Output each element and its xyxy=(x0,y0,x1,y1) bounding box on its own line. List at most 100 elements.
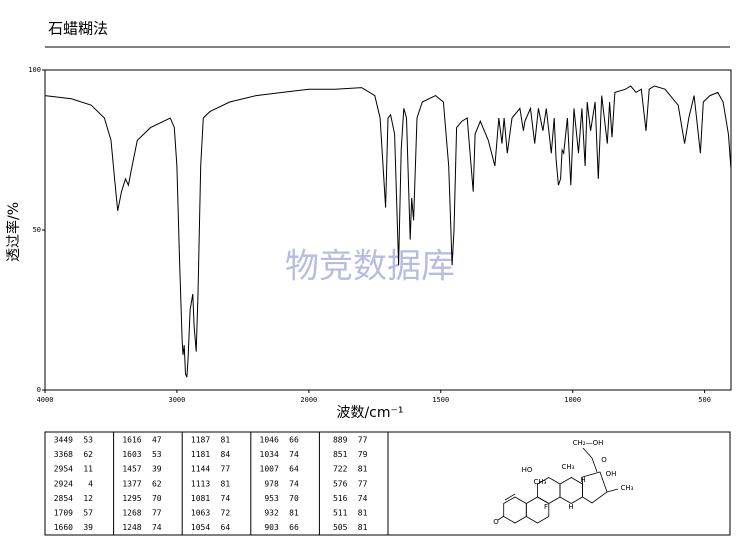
peak-transmittance: 74 xyxy=(221,494,231,503)
peak-wavenumber: 2954 xyxy=(54,465,73,474)
peak-transmittance: 64 xyxy=(221,523,231,532)
peak-wavenumber: 889 xyxy=(333,436,348,445)
chart-title: 石蜡糊法 xyxy=(48,20,108,38)
peak-wavenumber: 1181 xyxy=(191,450,210,459)
peak-transmittance: 57 xyxy=(83,509,93,518)
bond xyxy=(591,457,598,473)
ring xyxy=(503,496,527,524)
peak-wavenumber: 903 xyxy=(264,523,279,532)
peak-wavenumber: 3449 xyxy=(54,436,73,445)
peak-wavenumber: 722 xyxy=(333,465,348,474)
structure xyxy=(497,447,619,524)
peak-transmittance: 39 xyxy=(83,523,93,532)
structure-label: HO xyxy=(522,466,533,474)
x-tick-label: 1000 xyxy=(564,396,581,404)
peak-wavenumber: 1034 xyxy=(260,450,279,459)
peak-wavenumber: 1081 xyxy=(191,494,210,503)
peak-wavenumber: 516 xyxy=(333,494,348,503)
peak-wavenumber: 1248 xyxy=(122,523,141,532)
peak-transmittance: 70 xyxy=(152,494,162,503)
peak-wavenumber: 1054 xyxy=(191,523,210,532)
peak-transmittance: 72 xyxy=(221,509,231,518)
peak-wavenumber: 1113 xyxy=(191,479,210,488)
peak-transmittance: 66 xyxy=(289,436,299,445)
y-tick-label: 100 xyxy=(28,66,41,74)
bond xyxy=(606,488,619,493)
peak-transmittance: 70 xyxy=(289,494,299,503)
structure-label: OH xyxy=(606,470,617,478)
peak-wavenumber: 932 xyxy=(264,509,279,518)
peak-transmittance: 79 xyxy=(358,450,368,459)
peak-transmittance: 53 xyxy=(83,436,93,445)
peak-wavenumber: 1007 xyxy=(260,465,279,474)
peak-wavenumber: 1616 xyxy=(122,436,141,445)
peak-transmittance: 81 xyxy=(221,436,231,445)
structure-label: H xyxy=(568,503,573,511)
y-tick-label: 50 xyxy=(33,226,41,234)
peak-transmittance: 84 xyxy=(221,450,231,459)
peak-wavenumber: 1295 xyxy=(122,494,141,503)
peak-wavenumber: 1046 xyxy=(260,436,279,445)
peak-wavenumber: 1268 xyxy=(122,509,141,518)
peak-wavenumber: 511 xyxy=(333,509,348,518)
peak-wavenumber: 2924 xyxy=(54,479,73,488)
peak-transmittance: 77 xyxy=(152,509,162,518)
peak-wavenumber: 2854 xyxy=(54,494,73,503)
peak-transmittance: 81 xyxy=(289,509,299,518)
peak-transmittance: 62 xyxy=(83,450,93,459)
peak-transmittance: 74 xyxy=(358,494,368,503)
peak-wavenumber: 978 xyxy=(264,479,279,488)
peak-transmittance: 11 xyxy=(83,465,93,474)
watermark: 物竞数据库 xyxy=(285,247,455,287)
structure-label: CH₃ xyxy=(534,478,547,486)
peak-wavenumber: 1063 xyxy=(191,509,210,518)
peak-transmittance: 77 xyxy=(221,465,231,474)
peak-transmittance: 77 xyxy=(358,436,368,445)
x-axis-label: 波数/cm⁻¹ xyxy=(336,405,403,421)
peak-wavenumber: 1660 xyxy=(54,523,73,532)
peak-transmittance: 74 xyxy=(152,523,162,532)
peak-wavenumber: 1603 xyxy=(122,450,141,459)
x-tick-label: 500 xyxy=(698,396,711,404)
structure-label: CH₃ xyxy=(621,484,634,492)
x-tick-label: 4000 xyxy=(37,396,54,404)
peak-wavenumber: 1709 xyxy=(54,509,73,518)
peak-table: 3449 53 3368 62 2954 11 2924 4 2854 12 1709 57 1660 3… xyxy=(54,432,368,535)
peak-wavenumber: 851 xyxy=(333,450,348,459)
peak-transmittance: 81 xyxy=(358,523,368,532)
peak-wavenumber: 576 xyxy=(333,479,348,488)
structure-label: CH₃ xyxy=(562,463,575,471)
bond xyxy=(582,447,593,459)
peak-transmittance: 74 xyxy=(289,450,299,459)
peak-wavenumber: 505 xyxy=(333,523,348,532)
peak-transmittance: 81 xyxy=(358,465,368,474)
peak-transmittance: 47 xyxy=(152,436,162,445)
spectrum-line xyxy=(44,85,732,378)
peak-transmittance: 39 xyxy=(152,465,162,474)
bond xyxy=(504,493,516,501)
x-tick-label: 1500 xyxy=(432,396,449,404)
x-tick-label: 2000 xyxy=(300,396,317,404)
peak-transmittance: 53 xyxy=(152,450,162,459)
structure-label: H xyxy=(580,476,585,484)
peak-transmittance: 66 xyxy=(289,523,299,532)
peak-wavenumber: 1144 xyxy=(191,465,210,474)
peak-transmittance: 64 xyxy=(289,465,299,474)
peak-wavenumber: 953 xyxy=(264,494,279,503)
x-tick-label: 3000 xyxy=(168,396,185,404)
peak-transmittance: 77 xyxy=(358,479,368,488)
peak-wavenumber: 1187 xyxy=(191,436,210,445)
bond xyxy=(497,515,505,521)
peak-transmittance: 74 xyxy=(289,479,299,488)
peak-wavenumber: 1457 xyxy=(122,465,141,474)
structure-label: O xyxy=(493,518,499,526)
structure-label: O xyxy=(601,456,607,464)
peak-wavenumber: 3368 xyxy=(54,450,73,459)
ring xyxy=(559,477,583,504)
peak-transmittance: 4 xyxy=(88,479,93,488)
peak-transmittance: 81 xyxy=(221,479,231,488)
ring xyxy=(582,471,608,504)
peak-transmittance: 62 xyxy=(152,479,162,488)
peak-transmittance: 12 xyxy=(83,494,93,503)
